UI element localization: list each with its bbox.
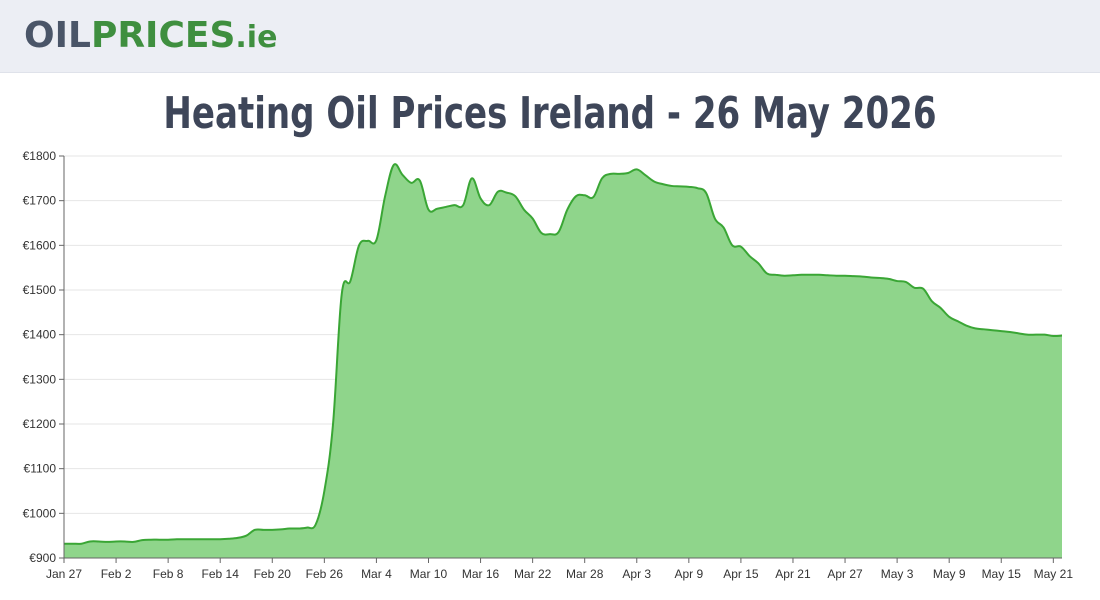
x-tick-label: Feb 26 [306,567,344,581]
x-axis: Jan 27 Feb 2 Feb 8 Feb 14 Feb 20 Feb 26 Mar 4 M… [46,557,1074,581]
site-header: OILPRICES.ie [0,0,1100,73]
y-tick-label: €900 [29,551,56,565]
x-tick-label: Jan 27 [46,567,82,581]
x-tick-label: Mar 16 [462,567,500,581]
y-tick-label: €1000 [23,506,57,520]
price-chart: €900 €1000 €1100 €1200 €1300 €1400 €1500 €1600 €… [23,149,1074,581]
x-tick-label: Apr 15 [723,567,759,581]
x-tick-label: Mar 22 [514,567,552,581]
x-tick-label: May 15 [982,567,1022,581]
y-axis: €900 €1000 €1100 €1200 €1300 €1400 €1500 €1600 €… [23,149,65,565]
x-tick-label: May 21 [1034,567,1074,581]
x-tick-label: Mar 10 [410,567,448,581]
series-line [63,163,1063,545]
site-logo[interactable]: OILPRICES.ie [24,14,277,60]
y-tick-label: €1700 [23,194,57,208]
y-tick-label: €1200 [23,417,57,431]
y-tick-label: €1800 [23,149,57,163]
y-tick-label: €1400 [23,328,57,342]
y-tick-label: €1100 [24,462,57,476]
area-fill [64,164,1062,559]
x-tick-label: Feb 20 [254,567,292,581]
logo-text-domain: .ie [235,20,278,55]
x-tick-label: Mar 28 [566,567,604,581]
logo-text-prices: PRICES [90,15,236,56]
x-tick-label: Feb 14 [202,567,240,581]
y-tick-label: €1600 [23,238,57,252]
logo-text-oil: OIL [24,15,91,56]
x-tick-label: May 9 [933,567,966,581]
chart-title: Heating Oil Prices Ireland - 26 May 2026 [163,88,937,139]
x-tick-label: Mar 4 [361,567,392,581]
x-tick-label: Apr 9 [674,567,703,581]
x-tick-label: Feb 2 [101,567,132,581]
y-tick-label: €1500 [23,283,57,297]
x-tick-label: May 3 [881,567,914,581]
y-tick-label: €1300 [23,372,57,386]
x-tick-label: Feb 8 [153,567,184,581]
x-tick-label: Apr 27 [827,567,863,581]
x-tick-label: Apr 21 [775,567,811,581]
price-area [63,163,1063,559]
x-tick-label: Apr 3 [622,567,651,581]
